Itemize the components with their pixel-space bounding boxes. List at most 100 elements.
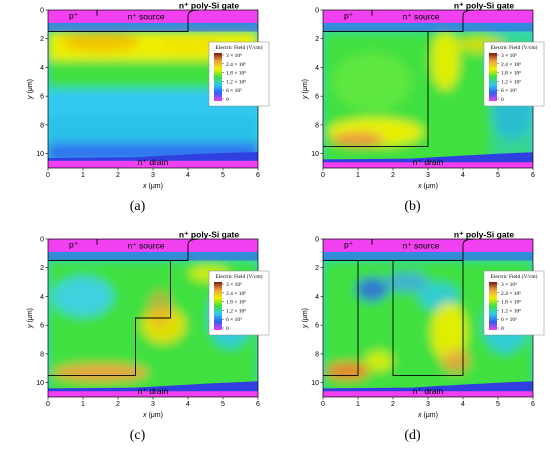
field-contour	[148, 289, 172, 326]
x-tick-label: 5	[496, 401, 500, 408]
y-tick-label: 6	[40, 323, 44, 330]
field-contour	[52, 363, 149, 382]
x-tick-label: 3	[151, 401, 155, 408]
field-map	[48, 239, 258, 397]
x-axis-label: x (μm)	[142, 412, 163, 419]
drain-label: n⁺ drain	[138, 386, 169, 396]
y-tick-label: 2	[40, 36, 44, 43]
trench-outline-right	[392, 260, 464, 376]
y-tick-label: 2	[40, 265, 44, 272]
x-tick-label: 1	[356, 172, 360, 179]
field-contour	[158, 36, 218, 53]
color-legend: Electric Field (V/cm) 3 × 10⁶ 2.4 × 10⁶ 1.8…	[208, 270, 270, 336]
x-tick-label: 6	[256, 401, 260, 408]
x-tick-label: 2	[391, 172, 395, 179]
legend-entry: 6 × 10⁵	[501, 317, 517, 323]
x-tick-label: 0	[46, 401, 50, 408]
x-tick-label: 5	[221, 401, 225, 408]
field-contour	[53, 276, 113, 317]
source-depletion	[48, 22, 258, 32]
y-tick-label: 8	[315, 351, 319, 358]
source-depletion	[323, 251, 533, 261]
drain-region	[323, 391, 533, 397]
color-legend: Electric Field (V/cm) 3 × 10⁶ 2.4 × 10⁶ 1.8…	[483, 41, 545, 107]
y-tick-label: 0	[315, 8, 319, 15]
panel-b: p⁺ n⁺ source n⁺ poly-Si gate n⁺ drain 0 1 2 3 4 5…	[275, 0, 550, 229]
legend-colorbar	[489, 53, 497, 101]
x-tick-label: 5	[221, 172, 225, 179]
legend-entry: 2.4 × 10⁶	[501, 62, 521, 68]
x-tick-label: 0	[321, 172, 325, 179]
gate-label: n⁺ poly-Si gate	[179, 230, 239, 240]
x-tick-label: 0	[46, 172, 50, 179]
y-tick-label: 0	[315, 237, 319, 244]
legend-entry: 0	[501, 326, 504, 332]
panel-a: p⁺ n⁺ source n⁺ poly-Si gate n⁺ drain 0 1 2 3 4 5…	[0, 0, 275, 229]
trench-outline-left	[323, 260, 359, 376]
legend-colorbar	[489, 282, 497, 330]
gate-label: n⁺ poly-Si gate	[454, 230, 514, 240]
trench-outline	[323, 31, 429, 147]
y-tick-label: 6	[40, 94, 44, 101]
y-axis-label: y (μm)	[302, 308, 309, 329]
field-contour	[356, 277, 388, 302]
source-label: n⁺ source	[127, 240, 164, 250]
x-tick-label: 6	[531, 401, 535, 408]
legend-entry: 0	[226, 326, 229, 332]
legend-entry: 3 × 10⁶	[501, 282, 517, 288]
color-legend: Electric Field (V/cm) 3 × 10⁶ 2.4 × 10⁶ 1.8…	[208, 41, 270, 107]
source-depletion	[48, 251, 258, 261]
y-tick-label: 0	[40, 8, 44, 15]
legend-entry: 0	[226, 97, 229, 103]
pbody-label: p⁺	[344, 11, 354, 21]
x-tick-label: 1	[81, 172, 85, 179]
legend-entry: 6 × 10⁵	[226, 317, 242, 323]
y-tick-label: 4	[315, 294, 319, 301]
legend-entry: 2.4 × 10⁶	[226, 291, 246, 297]
x-tick-label: 3	[426, 172, 430, 179]
drain-region	[48, 160, 258, 168]
source-label: n⁺ source	[402, 11, 439, 21]
x-tick-label: 6	[531, 172, 535, 179]
y-tick-label: 10	[311, 151, 319, 158]
drain-label: n⁺ drain	[138, 157, 169, 167]
y-tick-label: 8	[40, 122, 44, 129]
y-tick-label: 10	[311, 380, 319, 387]
x-tick-label: 3	[426, 401, 430, 408]
x-tick-label: 4	[186, 401, 190, 408]
x-axis-label: x (μm)	[417, 412, 438, 419]
source-region	[323, 10, 533, 23]
y-tick-label: 4	[315, 65, 319, 72]
drain-label: n⁺ drain	[413, 157, 444, 167]
trench-outline	[48, 260, 171, 376]
legend-entry: 6 × 10⁵	[501, 88, 517, 94]
pbody-label: p⁺	[69, 240, 79, 250]
legend-entry: 1.2 × 10⁶	[501, 308, 521, 314]
color-legend: Electric Field (V/cm) 3 × 10⁶ 2.4 × 10⁶ 1.8…	[483, 270, 545, 336]
y-axis-label: y (μm)	[302, 79, 309, 100]
legend-entry: 1.8 × 10⁶	[226, 71, 246, 77]
drain-region	[323, 162, 533, 168]
field-contour	[385, 272, 429, 293]
source-label: n⁺ source	[402, 240, 439, 250]
legend-title: Electric Field (V/cm)	[215, 273, 262, 280]
x-tick-label: 6	[256, 172, 260, 179]
figure-panel-svg: p⁺ n⁺ source n⁺ poly-Si gate n⁺ drain 0 1 2 3 4 5…	[27, 230, 270, 419]
x-tick-label: 4	[461, 401, 465, 408]
source-region	[323, 239, 533, 252]
source-label: n⁺ source	[127, 11, 164, 21]
legend-colorbar	[214, 53, 222, 101]
legend-entry: 3 × 10⁶	[226, 282, 242, 288]
figure-panel-svg: p⁺ n⁺ source n⁺ poly-Si gate n⁺ drain 0 1 2 3 4 5…	[27, 1, 270, 190]
panel-caption: (d)	[404, 428, 421, 443]
x-tick-label: 1	[356, 401, 360, 408]
legend-entry: 6 × 10⁵	[226, 88, 242, 94]
figure-panel-svg: p⁺ n⁺ source n⁺ poly-Si gate n⁺ drain 0 1 2 3 4 5…	[302, 230, 545, 419]
legend-title: Electric Field (V/cm)	[215, 44, 262, 51]
x-tick-label: 4	[186, 172, 190, 179]
pbody-label: p⁺	[344, 240, 354, 250]
legend-entry: 1.8 × 10⁶	[501, 71, 521, 77]
legend-title: Electric Field (V/cm)	[490, 44, 537, 51]
legend-entry: 1.2 × 10⁶	[501, 79, 521, 85]
source-region	[48, 10, 258, 23]
